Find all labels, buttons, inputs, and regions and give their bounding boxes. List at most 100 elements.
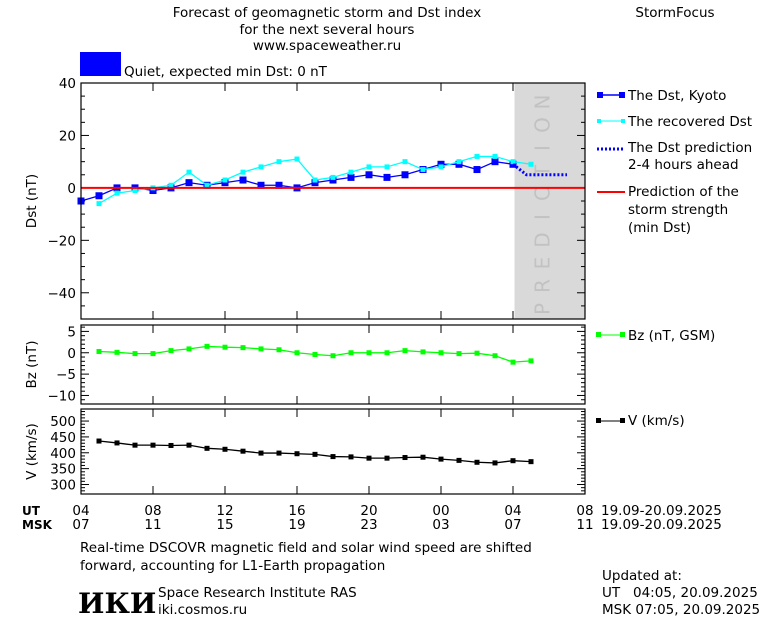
- iki-logo: ИКИ: [78, 587, 156, 620]
- dst-recovered-point: [96, 201, 102, 207]
- v-point: [186, 442, 192, 448]
- bz-point: [312, 351, 318, 357]
- bz-point: [150, 351, 156, 357]
- dst-kyoto-point: [221, 179, 229, 187]
- bz-point: [114, 349, 120, 355]
- msk-tick-label: 07: [72, 517, 89, 533]
- y-tick-label: −40: [48, 286, 77, 302]
- y-tick-label: 300: [50, 477, 76, 493]
- bz-point: [276, 347, 282, 353]
- dst-kyoto-point: [257, 181, 265, 189]
- v-point: [114, 440, 120, 446]
- dst-recovered-point: [384, 164, 390, 170]
- dst-kyoto-point: [149, 187, 157, 195]
- dst-kyoto-point: [95, 192, 103, 200]
- y-tick-label: 0: [67, 181, 76, 197]
- bz-point: [456, 351, 462, 357]
- v-point: [132, 442, 138, 448]
- dst-recovered-point: [168, 182, 174, 188]
- bz-point: [528, 358, 534, 364]
- dst-kyoto-point: [275, 181, 283, 189]
- note-line-2: forward, accounting for L1-Earth propaga…: [80, 558, 385, 574]
- msk-tick-label: 15: [216, 517, 233, 533]
- v-point: [492, 460, 498, 466]
- plot-frame: [80, 408, 586, 495]
- bz-point: [492, 353, 498, 359]
- dst-recovered-point: [528, 161, 534, 167]
- updated-label: Updated at:: [602, 568, 682, 584]
- ut-tick-label: 08: [576, 503, 593, 519]
- institute-name: Space Research Institute RAS: [158, 585, 357, 601]
- msk-label: MSK: [22, 518, 53, 532]
- dst-recovered-point: [204, 182, 210, 188]
- dst-recovered-point: [132, 188, 138, 194]
- bz-point: [132, 351, 138, 357]
- legend-v-marker: [596, 418, 601, 423]
- legend-dst-marker: [597, 92, 603, 98]
- dst-recovered-point: [276, 159, 282, 165]
- legend-bz: Bz (nT, GSM): [628, 328, 715, 344]
- msk-tick-label: 03: [432, 517, 449, 533]
- v-point: [384, 455, 390, 461]
- v-point: [258, 450, 264, 456]
- dst-recovered-point: [312, 177, 318, 183]
- legend-dst-marker: [619, 92, 625, 98]
- v-point: [438, 456, 444, 462]
- footer: Real-time DSCOVR magnetic field and sola…: [78, 540, 760, 620]
- bz-point: [240, 345, 246, 351]
- legend-bz-marker: [596, 332, 601, 337]
- prediction-label-letter: C: [531, 187, 555, 201]
- dst-kyoto-line: [80, 160, 514, 202]
- dst-kyoto-point: [329, 176, 337, 184]
- legend-recovered-marker: [621, 119, 625, 123]
- dst-recovered-point: [402, 159, 408, 165]
- dst-recovered-point: [294, 156, 300, 162]
- y-tick-label: 500: [50, 414, 76, 430]
- legend-storm-1: Prediction of the: [628, 184, 739, 200]
- y-axis-label: Dst (nT): [24, 174, 40, 228]
- dst-kyoto-point: [437, 160, 445, 168]
- note-line-1: Real-time DSCOVR magnetic field and sola…: [80, 540, 532, 556]
- prediction-label-letter: I: [531, 214, 555, 220]
- dst-recovered-point: [186, 169, 192, 175]
- v-point: [420, 454, 426, 460]
- status-swatch: [80, 52, 121, 76]
- prediction-label-letter: I: [531, 145, 555, 151]
- dst-recovered-point: [348, 169, 354, 175]
- prediction-label-letter: O: [531, 117, 555, 133]
- prediction-label-letter: T: [531, 164, 555, 178]
- plot-frame: [80, 324, 586, 405]
- dst-kyoto-point: [383, 173, 391, 181]
- dst-kyoto-point: [311, 179, 319, 187]
- legend-recovered-marker: [597, 119, 601, 123]
- msk-dates: 19.09-20.09.2025: [601, 517, 722, 533]
- dst-recovered-point: [420, 167, 426, 173]
- dst-kyoto-point: [185, 179, 193, 187]
- plot-frame: [80, 82, 586, 320]
- bz-point: [474, 350, 480, 356]
- prediction-label-letter: N: [531, 95, 555, 110]
- legend-prediction-2: 2-4 hours ahead: [628, 157, 739, 173]
- bz-point: [384, 350, 390, 356]
- v-point: [510, 458, 516, 464]
- msk-tick-label: 11: [576, 517, 593, 533]
- bz-point: [402, 348, 408, 354]
- v-point: [276, 450, 282, 456]
- header: Forecast of geomagnetic storm and Dst in…: [80, 5, 715, 80]
- y-axis-label: Bz (nT): [24, 341, 40, 389]
- dst-kyoto-point: [455, 160, 463, 168]
- bz-point: [204, 343, 210, 349]
- y-tick-label: 350: [50, 462, 76, 478]
- msk-tick-label: 07: [504, 517, 521, 533]
- institute-site[interactable]: iki.cosmos.ru: [158, 602, 247, 618]
- prediction-label-letter: D: [531, 232, 555, 247]
- v-point: [312, 451, 318, 457]
- y-tick-label: −10: [48, 388, 77, 404]
- legend-v-marker: [620, 418, 625, 423]
- dst-recovered-point: [492, 153, 498, 159]
- status-text: Quiet, expected min Dst: 0 nT: [124, 64, 328, 80]
- prediction-band: [514, 83, 585, 319]
- dst-recovered-point: [240, 169, 246, 175]
- bz-point: [168, 348, 174, 354]
- ut-dates: 19.09-20.09.2025: [601, 503, 722, 519]
